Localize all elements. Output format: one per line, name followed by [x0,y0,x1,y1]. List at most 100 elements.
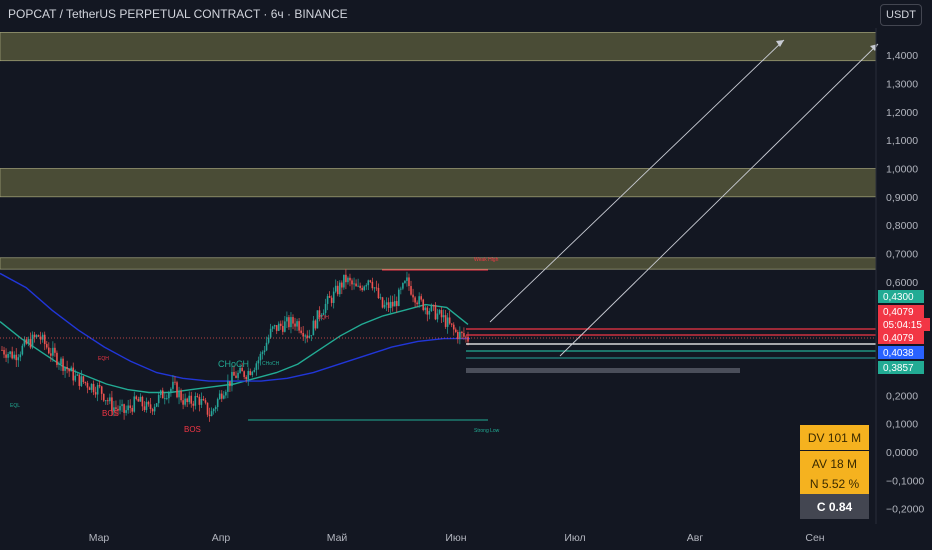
candle-down [426,305,429,322]
candle-body [74,375,77,381]
price-label: 0,4300 [878,290,924,303]
candle-down [117,405,119,416]
candle-up [223,391,225,400]
candle-up [263,346,266,356]
candle-up [17,354,20,367]
x-tick-label: Авг [687,532,704,544]
price-label: 0,4079 [878,331,924,344]
candle-body [66,366,68,370]
candle-up [271,325,274,333]
candle-down [54,343,56,357]
candle-up [153,403,156,416]
candle-body [444,315,447,327]
candle-up [172,375,174,392]
candle-down [115,400,117,416]
candle-body [357,285,359,287]
candle-body [306,335,309,338]
candle-body [328,296,331,298]
candle-up [284,315,286,333]
supply-zone [0,32,877,62]
candle-up [80,370,83,387]
candle-down [457,329,459,344]
candle-body [237,372,239,378]
candle-body [336,285,339,295]
candle-body [430,305,433,311]
candle-body [127,405,129,411]
candle-up [109,393,111,405]
candle-up [304,333,307,344]
candle-body [196,396,199,397]
candle-body [416,302,418,305]
candle-up [170,387,172,397]
candle-up [385,297,388,312]
candle-body [161,390,164,399]
candle-down [288,315,290,330]
candle-down [465,335,467,343]
candle-body [326,296,329,304]
candle-down [111,391,113,417]
candle-down [84,381,87,386]
candle-body [178,391,180,398]
candle-up [373,286,376,293]
candle-body [15,354,18,361]
candle-down [43,331,46,351]
candle-up [216,397,219,412]
candle-body [23,339,26,346]
candle-up [27,336,30,347]
candle-body [341,282,343,288]
candle-up [334,279,337,294]
candle-body [25,339,28,344]
candle-body [27,339,30,344]
candle-down [395,296,398,313]
candle-up [159,389,162,398]
candle-body [334,285,337,292]
price-label-text: 0,4079 [883,333,914,344]
candle-body [13,354,16,359]
candle-body [442,315,445,318]
candle-body [68,369,70,372]
candle-up [212,407,215,415]
candle-down [176,380,178,399]
projection-arrow [559,43,879,357]
candle-body [420,296,422,300]
candle-body [294,323,296,327]
candle-body [9,351,11,355]
candle-body [400,288,402,290]
candle-up [442,309,445,323]
x-tick-label: Апр [212,532,231,544]
candle-body [131,407,134,412]
candle-body [436,313,439,320]
candle-up [225,389,227,399]
candle-body [11,351,13,359]
candle-body [129,405,132,408]
candle-down [100,385,103,401]
candle-up [347,276,349,285]
candle-body [440,310,443,318]
candle-down [345,268,347,290]
candle-body [463,333,465,337]
candle-body [393,301,396,307]
candle-body [375,287,378,289]
candle-body [241,367,243,372]
candle-body [284,321,286,332]
candle-body [206,402,209,415]
candle-body [80,376,83,386]
candle-down [410,280,412,296]
candle-body [98,385,101,387]
candle-up [438,308,441,315]
currency-button[interactable]: USDT [880,4,922,26]
candle-body [220,393,223,399]
candle-up [21,343,24,356]
candle-up [363,285,366,292]
candle-body [41,334,44,340]
candle-body [373,287,376,289]
candle-up [52,341,54,362]
candle-body [50,353,52,356]
candle-body [269,328,272,338]
candle-body [312,320,315,336]
candle-down [206,402,209,418]
candle-body [133,396,136,412]
candle-body [233,371,235,376]
